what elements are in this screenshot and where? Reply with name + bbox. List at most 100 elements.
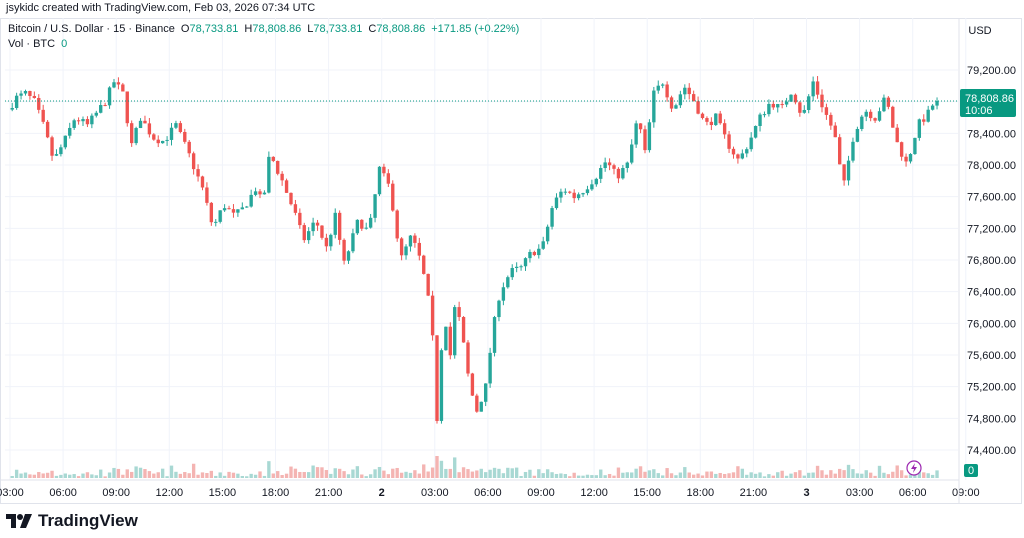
candle-body[interactable] bbox=[647, 122, 652, 151]
candle-body[interactable] bbox=[240, 207, 244, 210]
candle-body[interactable] bbox=[271, 156, 275, 161]
candle-body[interactable] bbox=[81, 119, 85, 122]
candle-body[interactable] bbox=[138, 120, 143, 129]
candle-body[interactable] bbox=[798, 102, 802, 113]
candle-body[interactable] bbox=[528, 251, 532, 259]
candle-body[interactable] bbox=[917, 119, 922, 138]
candle-body[interactable] bbox=[492, 317, 497, 353]
candle-body[interactable] bbox=[103, 105, 107, 107]
candle-body[interactable] bbox=[895, 127, 899, 143]
candle-body[interactable] bbox=[236, 209, 240, 213]
candle-body[interactable] bbox=[76, 120, 81, 122]
candle-body[interactable] bbox=[904, 156, 908, 162]
candle-body[interactable] bbox=[594, 178, 598, 185]
candle-body[interactable] bbox=[121, 84, 125, 92]
candle-body[interactable] bbox=[815, 81, 820, 95]
candle-body[interactable] bbox=[209, 202, 214, 223]
candle-body[interactable] bbox=[484, 383, 488, 402]
candle-body[interactable] bbox=[572, 192, 576, 199]
candle-body[interactable] bbox=[780, 104, 784, 106]
candle-body[interactable] bbox=[99, 105, 103, 113]
candle-body[interactable] bbox=[532, 251, 537, 256]
candle-body[interactable] bbox=[709, 121, 714, 126]
candle-body[interactable] bbox=[147, 123, 152, 135]
currency-button[interactable]: USD bbox=[968, 25, 992, 37]
candle-body[interactable] bbox=[753, 125, 758, 138]
candle-body[interactable] bbox=[276, 160, 280, 174]
candle-body[interactable] bbox=[687, 87, 691, 95]
candle-body[interactable] bbox=[116, 82, 121, 85]
candle-body[interactable] bbox=[329, 234, 333, 247]
candle-body[interactable] bbox=[625, 162, 629, 169]
candle-body[interactable] bbox=[882, 97, 886, 112]
candle-body[interactable] bbox=[130, 123, 134, 144]
candle-body[interactable] bbox=[607, 162, 612, 166]
candle-body[interactable] bbox=[191, 153, 196, 170]
candle-body[interactable] bbox=[10, 107, 14, 110]
candle-body[interactable] bbox=[842, 164, 846, 181]
candle-body[interactable] bbox=[245, 206, 249, 208]
candle-body[interactable] bbox=[174, 123, 178, 128]
candle-body[interactable] bbox=[789, 94, 793, 102]
candle-body[interactable] bbox=[342, 239, 346, 261]
candle-body[interactable] bbox=[205, 187, 209, 203]
candle-body[interactable] bbox=[488, 352, 492, 384]
candle-body[interactable] bbox=[868, 111, 873, 119]
candle-body[interactable] bbox=[422, 255, 426, 274]
candle-body[interactable] bbox=[72, 120, 76, 128]
candle-body[interactable] bbox=[453, 307, 457, 356]
candle-body[interactable] bbox=[691, 94, 696, 102]
candle-body[interactable] bbox=[886, 97, 891, 107]
candle-body[interactable] bbox=[262, 192, 267, 195]
candle-body[interactable] bbox=[90, 115, 94, 125]
candle-body[interactable] bbox=[873, 118, 877, 121]
candle-body[interactable] bbox=[430, 295, 435, 336]
candle-body[interactable] bbox=[634, 123, 638, 145]
candle-body[interactable] bbox=[178, 123, 183, 132]
candle-body[interactable] bbox=[41, 109, 45, 122]
candle-body[interactable] bbox=[143, 120, 147, 124]
candle-body[interactable] bbox=[258, 191, 262, 195]
candle-body[interactable] bbox=[152, 134, 156, 140]
candle-body[interactable] bbox=[616, 168, 621, 179]
candle-body[interactable] bbox=[315, 222, 320, 226]
candle-body[interactable] bbox=[762, 114, 767, 116]
candle-body[interactable] bbox=[28, 90, 32, 96]
candle-body[interactable] bbox=[930, 105, 935, 110]
candle-body[interactable] bbox=[14, 95, 19, 108]
candle-body[interactable] bbox=[860, 116, 864, 129]
candle-body[interactable] bbox=[404, 246, 408, 256]
candle-body[interactable] bbox=[899, 142, 904, 157]
candle-body[interactable] bbox=[395, 210, 399, 239]
candle-body[interactable] bbox=[714, 113, 718, 126]
candle-body[interactable] bbox=[638, 123, 643, 130]
candle-body[interactable] bbox=[722, 123, 727, 135]
candle-body[interactable] bbox=[307, 231, 311, 241]
candle-body[interactable] bbox=[249, 194, 253, 207]
candle-body[interactable] bbox=[457, 307, 461, 318]
candle-body[interactable] bbox=[333, 212, 337, 235]
candle-body[interactable] bbox=[382, 166, 386, 174]
candle-body[interactable] bbox=[554, 197, 559, 209]
candle-body[interactable] bbox=[599, 168, 603, 179]
candle-body[interactable] bbox=[811, 81, 815, 97]
candle-body[interactable] bbox=[501, 287, 506, 301]
candle-body[interactable] bbox=[767, 103, 771, 115]
candle-body[interactable] bbox=[851, 141, 855, 161]
candle-body[interactable] bbox=[280, 173, 284, 181]
candle-body[interactable] bbox=[19, 93, 23, 96]
candle-body[interactable] bbox=[643, 129, 647, 151]
candle-body[interactable] bbox=[267, 156, 271, 193]
candle-body[interactable] bbox=[475, 395, 479, 412]
candle-body[interactable] bbox=[745, 149, 749, 154]
candle-body[interactable] bbox=[807, 96, 811, 110]
candle-body[interactable] bbox=[85, 119, 90, 125]
candle-body[interactable] bbox=[160, 140, 165, 144]
candle-body[interactable] bbox=[590, 184, 594, 190]
candle-body[interactable] bbox=[200, 176, 205, 188]
candle-body[interactable] bbox=[435, 335, 439, 421]
candle-body[interactable] bbox=[461, 317, 466, 343]
candle-body[interactable] bbox=[758, 114, 762, 126]
candle-body[interactable] bbox=[563, 191, 568, 193]
candle-body[interactable] bbox=[253, 191, 258, 195]
